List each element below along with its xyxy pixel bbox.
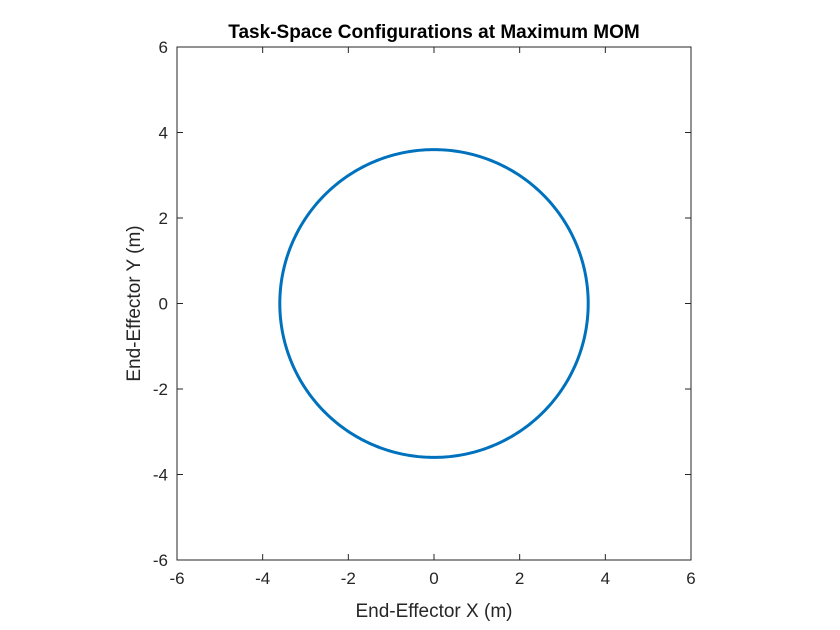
x-tick-label: 2 — [515, 569, 524, 588]
x-tick-label: -4 — [255, 569, 270, 588]
y-tick-label: -6 — [153, 551, 168, 570]
y-axis-ticks: -6 -4 -2 0 2 4 6 — [153, 38, 691, 570]
x-axis-ticks: -6 -4 -2 0 2 4 6 — [169, 47, 696, 588]
x-tick-label: -6 — [169, 569, 184, 588]
y-tick-label: -2 — [153, 380, 168, 399]
series-line-circle — [278, 148, 590, 459]
x-axis-label: End-Effector X (m) — [356, 601, 513, 622]
x-tick-label: 6 — [686, 569, 695, 588]
axes-box — [176, 46, 692, 561]
x-tick-label: 0 — [429, 569, 438, 588]
y-tick-label: -4 — [153, 466, 168, 485]
y-axis-label: End-Effector Y (m) — [124, 225, 145, 381]
y-tick-label: 6 — [159, 38, 168, 57]
x-tick-label: -2 — [341, 569, 356, 588]
chart-title: Task-Space Configurations at Maximum MOM — [228, 22, 639, 43]
y-tick-label: 0 — [159, 295, 168, 314]
y-tick-label: 2 — [159, 209, 168, 228]
series-layer — [278, 148, 590, 459]
y-tick-label: 4 — [159, 124, 168, 143]
x-tick-label: 4 — [601, 569, 610, 588]
plot-area: -6 -4 -2 0 2 4 6 -6 -4 -2 0 2 4 6 — [153, 38, 696, 588]
